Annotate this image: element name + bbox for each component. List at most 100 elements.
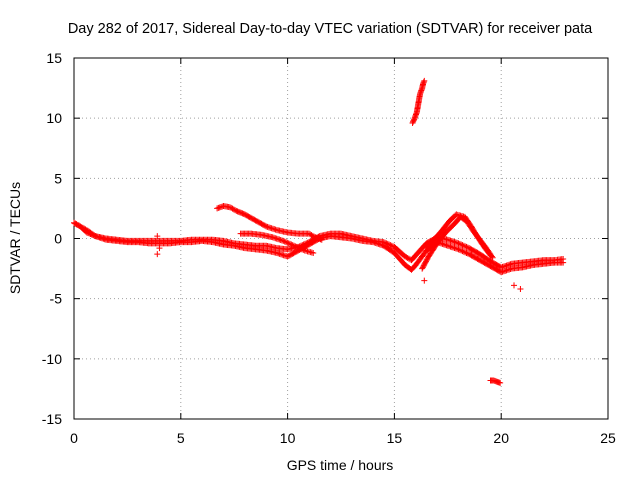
main-band-marker [464,250,471,257]
arc-from-7h-marker [229,205,236,212]
diagonal-from-8h-marker [289,242,296,249]
isolated-points-marker [154,251,161,258]
x-tick-label: 0 [70,430,78,446]
y-tick-label: 10 [46,110,62,126]
upper-band-marker [91,232,98,239]
upper-band-marker [404,254,411,261]
diagonal-from-8h-marker [284,239,291,246]
main-band-marker [459,248,466,255]
upper-band-marker [72,220,79,227]
upper-band-marker [301,240,308,247]
diagonal-from-8h-marker [287,240,294,247]
upper-band-marker [81,225,88,232]
arc-from-7h-marker [226,204,233,211]
diagonal-from-8h-marker [288,241,295,248]
low-outlier-segment-marker [497,379,504,386]
diagonal-from-8h-marker [285,240,292,247]
upper-band-marker [386,241,393,248]
upper-band-marker [464,244,471,251]
upper-band-marker [402,253,409,260]
x-tick-label: 15 [387,430,403,446]
upper-band-marker [403,254,410,261]
upper-band-marker [304,239,311,246]
x-tick-label: 10 [280,430,296,446]
arc-from-7h-marker [262,222,269,229]
x-tick-label: 5 [177,430,185,446]
y-tick-label: -10 [42,351,62,367]
upper-band-marker [300,241,307,248]
axis-ticks: 0 5 10 15 20 25 -15 -10 -5 0 5 10 15 [42,50,616,446]
upper-band-marker [384,240,391,247]
y-tick-label: -5 [50,291,63,307]
upper-band-marker [76,222,83,229]
y-axis-label: SDTVAR / TECUs [7,182,23,294]
main-band-marker [456,246,463,253]
high-outlier-segment-marker [421,77,428,84]
upper-band-marker [456,240,463,247]
upper-band-marker [455,240,462,247]
y-tick-label: 5 [54,170,62,186]
upper-band-marker [77,223,84,230]
diagonal-from-8h-marker [300,246,307,253]
upper-band-marker [463,243,470,250]
x-axis-label: GPS time / hours [287,457,394,473]
diagonal-from-8h-marker [295,244,302,251]
upper-band-marker [303,240,310,247]
main-band-marker [463,249,470,256]
upper-band-marker [462,243,469,250]
isolated-points-marker [511,282,518,289]
upper-band-marker [459,242,466,249]
diagonal-from-8h-marker [293,243,300,250]
x-tick-label: 25 [600,430,616,446]
upper-band-marker [382,239,389,246]
diagonal-from-8h-marker [291,242,298,249]
upper-band-marker [560,255,567,262]
x-tick-label: 20 [493,430,509,446]
main-band-marker [462,249,469,256]
diagonal-from-8h-marker [280,237,287,244]
isolated-points-marker [421,277,428,284]
y-tick-label: -15 [42,411,62,427]
diagonal-from-8h-marker [281,238,288,245]
isolated-points-marker [517,286,524,293]
isolated-points-marker [156,245,163,252]
chart-title: Day 282 of 2017, Sidereal Day-to-day VTE… [68,21,593,37]
arc-from-7h-marker [305,230,312,237]
afternoon-branch-2-marker [487,252,494,259]
upper-band-marker [383,240,390,247]
upper-band-marker [458,241,465,248]
main-band-marker [458,247,465,254]
upper-band-marker [74,222,81,229]
arc-from-7h-marker [228,204,235,211]
arc-from-7h-marker [308,232,315,239]
upper-band-marker [71,219,77,226]
y-tick-label: 0 [54,231,62,247]
diagonal-from-8h-marker [297,245,304,252]
main-band-marker [455,246,462,253]
diagonal-from-8h-marker [299,246,306,253]
upper-band-marker [79,224,86,231]
upper-band-marker [387,242,394,249]
upper-band-marker [380,239,387,246]
arc-from-7h-marker [318,236,325,243]
isolated-points-marker [154,233,161,240]
y-tick-label: 15 [46,50,62,66]
arc-from-7h-marker [230,206,237,213]
arc-from-7h-marker [309,232,316,239]
high-outlier-segment-marker [420,79,427,86]
upper-band-marker [460,242,467,249]
arc-from-7h-marker [232,207,239,214]
diagonal-from-8h-marker [282,239,289,246]
arc-from-7h-marker [311,233,318,240]
diagonal-from-8h-marker [296,245,303,252]
arc-from-7h-marker [307,231,314,238]
upper-band-marker [73,221,80,228]
upper-band-marker [388,242,395,249]
main-band-marker [460,248,467,255]
diagonal-from-8h-marker [292,243,299,250]
data-points [71,77,567,386]
upper-band-marker [78,224,85,231]
afternoon-branch-2-marker [486,251,493,258]
diagonal-from-8h-marker [310,249,317,256]
